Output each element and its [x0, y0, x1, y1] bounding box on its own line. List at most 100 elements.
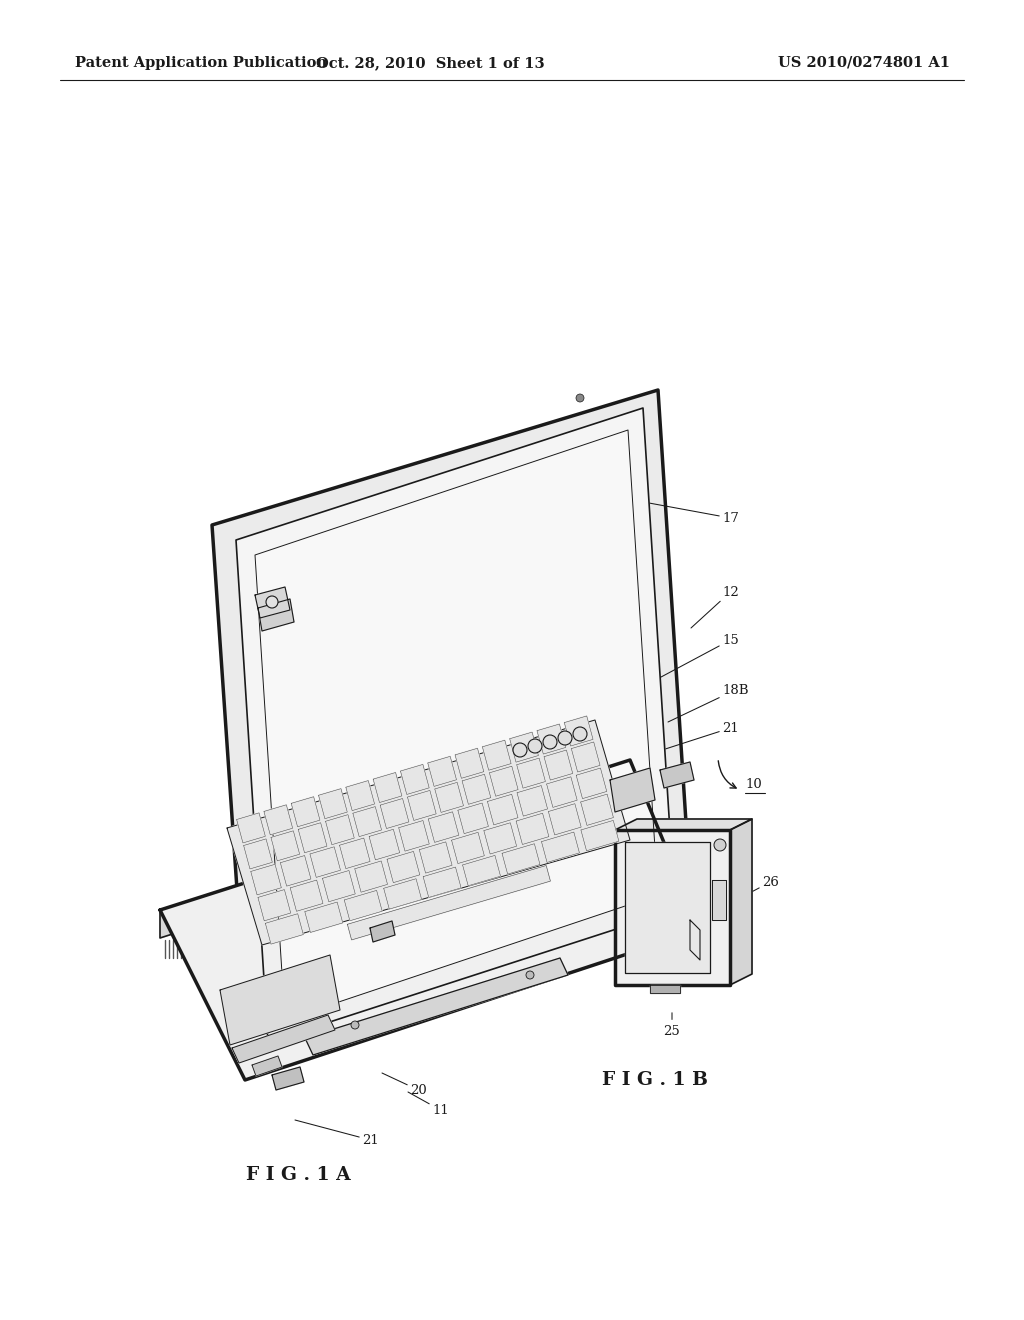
Polygon shape	[370, 921, 395, 942]
Polygon shape	[281, 855, 311, 886]
Polygon shape	[290, 880, 323, 911]
Circle shape	[573, 727, 587, 741]
Polygon shape	[482, 741, 511, 771]
Polygon shape	[369, 829, 399, 859]
Circle shape	[575, 393, 584, 403]
Polygon shape	[428, 756, 457, 787]
Polygon shape	[428, 812, 459, 842]
Polygon shape	[690, 920, 700, 960]
Circle shape	[351, 1020, 359, 1030]
Text: 16: 16	[218, 985, 238, 1006]
Polygon shape	[615, 830, 730, 985]
Polygon shape	[435, 783, 464, 812]
Circle shape	[526, 972, 534, 979]
Polygon shape	[577, 768, 607, 799]
Polygon shape	[340, 838, 370, 869]
Polygon shape	[272, 1067, 304, 1090]
Polygon shape	[549, 804, 582, 836]
Polygon shape	[255, 430, 658, 1020]
Polygon shape	[326, 814, 354, 845]
Polygon shape	[251, 865, 282, 895]
Polygon shape	[271, 830, 300, 861]
Polygon shape	[463, 855, 501, 886]
Polygon shape	[610, 768, 655, 812]
Polygon shape	[581, 795, 613, 825]
Text: 20: 20	[382, 1073, 427, 1097]
Text: F I G . 1 B: F I G . 1 B	[602, 1071, 708, 1089]
Text: 17: 17	[649, 503, 739, 524]
Polygon shape	[516, 813, 549, 845]
Polygon shape	[318, 788, 347, 818]
Polygon shape	[458, 803, 488, 834]
Polygon shape	[712, 880, 726, 920]
Polygon shape	[373, 772, 401, 803]
Circle shape	[513, 743, 527, 756]
Polygon shape	[252, 1056, 282, 1076]
Polygon shape	[630, 760, 700, 958]
Polygon shape	[517, 785, 548, 816]
Circle shape	[528, 739, 542, 752]
Polygon shape	[344, 891, 382, 921]
Polygon shape	[305, 958, 568, 1055]
Polygon shape	[489, 766, 518, 796]
Polygon shape	[544, 750, 572, 780]
Text: 13: 13	[548, 803, 592, 826]
Polygon shape	[232, 1015, 335, 1063]
Polygon shape	[581, 821, 618, 851]
Polygon shape	[625, 842, 710, 973]
Polygon shape	[487, 795, 518, 825]
Polygon shape	[258, 890, 291, 921]
Text: 14: 14	[255, 561, 295, 612]
Polygon shape	[291, 797, 319, 826]
Polygon shape	[353, 807, 382, 837]
Polygon shape	[400, 764, 429, 795]
Text: 10: 10	[745, 779, 762, 792]
Polygon shape	[650, 985, 680, 993]
Circle shape	[714, 840, 726, 851]
Polygon shape	[730, 818, 752, 985]
Polygon shape	[502, 843, 540, 874]
Text: 21: 21	[295, 1119, 379, 1147]
Polygon shape	[160, 760, 630, 939]
Polygon shape	[455, 748, 483, 779]
Polygon shape	[264, 805, 293, 834]
Polygon shape	[510, 733, 539, 762]
Polygon shape	[384, 879, 422, 909]
Polygon shape	[408, 791, 436, 821]
Polygon shape	[227, 719, 630, 945]
Text: Patent Application Publication: Patent Application Publication	[75, 55, 327, 70]
Polygon shape	[347, 866, 551, 940]
Text: 18B: 18B	[668, 684, 749, 722]
Polygon shape	[387, 851, 420, 883]
Polygon shape	[398, 821, 429, 851]
Circle shape	[266, 597, 278, 609]
Text: 25: 25	[664, 1012, 680, 1038]
Polygon shape	[237, 813, 265, 843]
Polygon shape	[615, 818, 752, 830]
Polygon shape	[265, 913, 303, 944]
Text: Oct. 28, 2010  Sheet 1 of 13: Oct. 28, 2010 Sheet 1 of 13	[315, 55, 545, 70]
Text: 26: 26	[740, 875, 779, 898]
Polygon shape	[537, 725, 565, 754]
Text: F I G . 1 A: F I G . 1 A	[246, 1166, 350, 1184]
Text: US 2010/0274801 A1: US 2010/0274801 A1	[778, 55, 950, 70]
Polygon shape	[547, 776, 578, 808]
Polygon shape	[419, 842, 452, 873]
Polygon shape	[354, 861, 387, 892]
Polygon shape	[323, 870, 355, 902]
Polygon shape	[298, 822, 327, 853]
Text: 11: 11	[408, 1092, 449, 1117]
Polygon shape	[305, 902, 343, 932]
Polygon shape	[517, 758, 546, 788]
Circle shape	[543, 735, 557, 748]
Polygon shape	[220, 954, 340, 1045]
Polygon shape	[255, 587, 290, 618]
Text: 18A: 18A	[268, 541, 322, 598]
Polygon shape	[423, 867, 461, 898]
Polygon shape	[452, 833, 484, 863]
Polygon shape	[564, 715, 593, 746]
Polygon shape	[380, 799, 409, 829]
Polygon shape	[484, 822, 517, 854]
Polygon shape	[160, 760, 700, 1080]
Polygon shape	[212, 389, 692, 1049]
